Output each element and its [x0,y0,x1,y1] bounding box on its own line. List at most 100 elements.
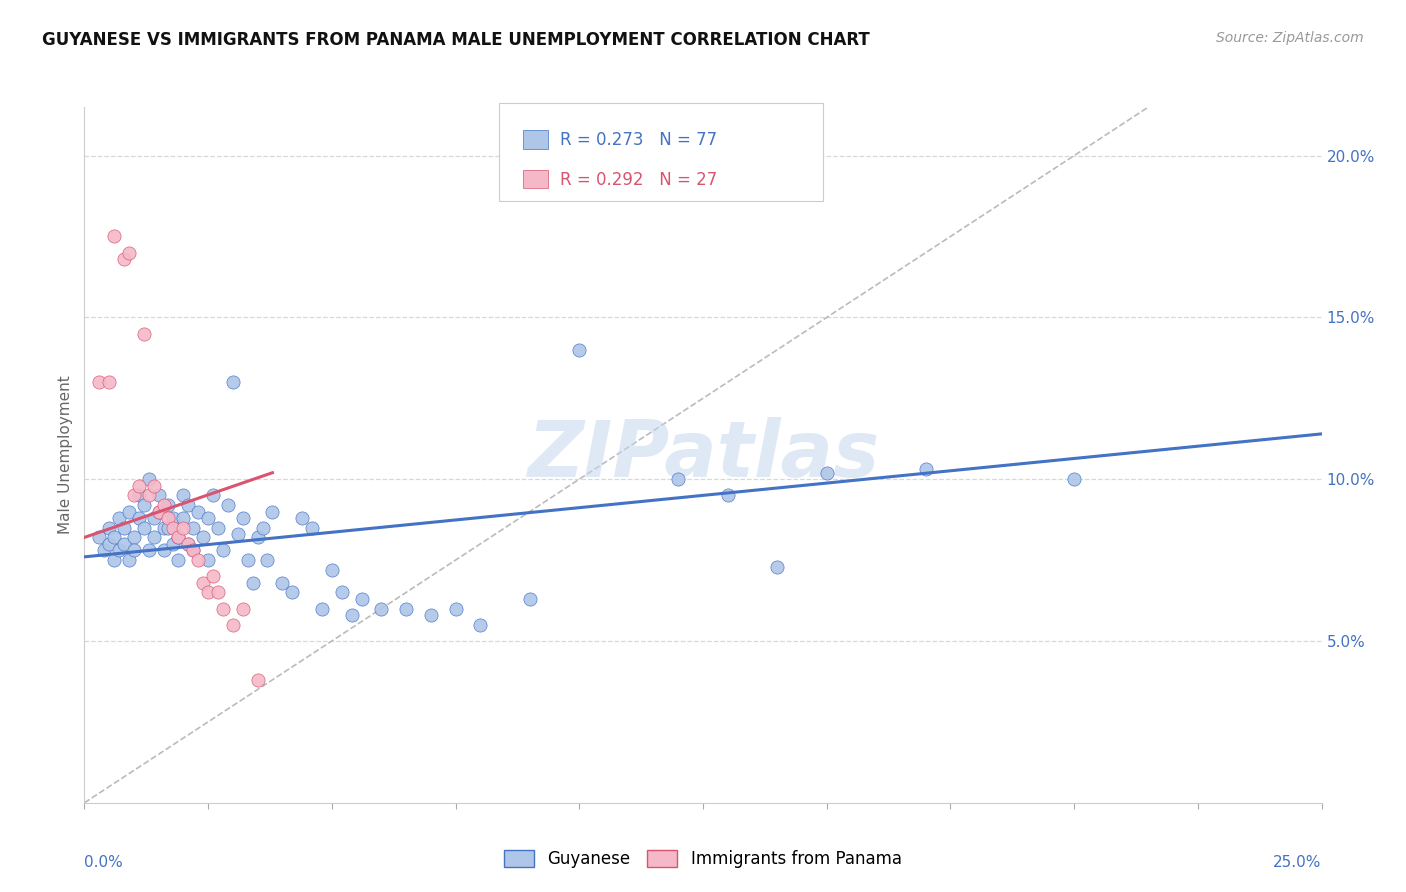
Point [212,601,235,615]
Point [112,252,135,267]
Point [236,553,259,567]
Point [914,462,936,476]
Point [142,511,165,525]
Point [103,553,125,567]
Text: GUYANESE VS IMMIGRANTS FROM PANAMA MALE UNEMPLOYMENT CORRELATION CHART: GUYANESE VS IMMIGRANTS FROM PANAMA MALE … [42,31,870,49]
Point [177,537,200,551]
Point [112,521,135,535]
Point [444,601,467,615]
Point [128,511,150,525]
Text: 25.0%: 25.0% [1274,855,1322,870]
Point [301,521,323,535]
Point [148,488,170,502]
Point [138,488,160,502]
Point [98,375,121,389]
Point [89,531,111,545]
Point [207,521,229,535]
Point [226,527,249,541]
Point [222,617,245,632]
Point [181,521,204,535]
Point [207,585,229,599]
Point [256,553,278,567]
Point [222,375,245,389]
Point [340,608,363,623]
Point [252,521,274,535]
Point [103,531,125,545]
Point [187,504,209,518]
Point [172,488,194,502]
Y-axis label: Male Unemployment: Male Unemployment [58,376,73,534]
Point [246,673,269,687]
Point [132,521,155,535]
Point [122,488,145,502]
Point [717,488,740,502]
Text: Source: ZipAtlas.com: Source: ZipAtlas.com [1216,31,1364,45]
Legend: Guyanese, Immigrants from Panama: Guyanese, Immigrants from Panama [498,843,908,875]
Point [217,498,239,512]
Point [93,543,115,558]
Point [177,498,200,512]
Point [157,521,180,535]
Point [98,537,121,551]
Point [197,585,219,599]
Point [157,498,180,512]
Point [148,504,170,518]
Point [172,511,194,525]
Point [122,543,145,558]
Point [395,601,418,615]
Point [311,601,333,615]
Point [152,498,174,512]
Point [246,531,269,545]
Point [470,617,492,632]
Point [148,504,170,518]
Text: 0.0%: 0.0% [84,855,124,870]
Point [370,601,392,615]
Point [1063,472,1085,486]
Point [108,543,131,558]
Point [132,326,155,341]
Point [191,575,214,590]
Point [262,504,284,518]
Text: R = 0.273   N = 77: R = 0.273 N = 77 [560,131,717,149]
Point [191,531,214,545]
Point [167,531,190,545]
Point [167,531,190,545]
Point [98,521,121,535]
Point [519,591,541,606]
Point [89,375,111,389]
Point [181,543,204,558]
Point [271,575,294,590]
Point [122,531,145,545]
Point [291,511,314,525]
Point [152,521,174,535]
Point [138,472,160,486]
Point [568,343,591,357]
Point [321,563,343,577]
Point [232,511,254,525]
Point [118,245,141,260]
Point [181,543,204,558]
Point [162,521,184,535]
Point [108,511,131,525]
Point [138,543,160,558]
Point [197,553,219,567]
Text: R = 0.292   N = 27: R = 0.292 N = 27 [560,170,717,188]
Point [103,229,125,244]
Text: ZIPatlas: ZIPatlas [527,417,879,493]
Point [112,537,135,551]
Point [281,585,304,599]
Point [157,511,180,525]
Point [212,543,235,558]
Point [172,521,194,535]
Point [202,488,225,502]
Point [197,511,219,525]
Point [162,537,184,551]
Point [177,537,200,551]
Point [232,601,254,615]
Point [419,608,441,623]
Point [330,585,353,599]
Point [118,553,141,567]
Point [187,553,209,567]
Point [815,466,838,480]
Point [766,559,789,574]
